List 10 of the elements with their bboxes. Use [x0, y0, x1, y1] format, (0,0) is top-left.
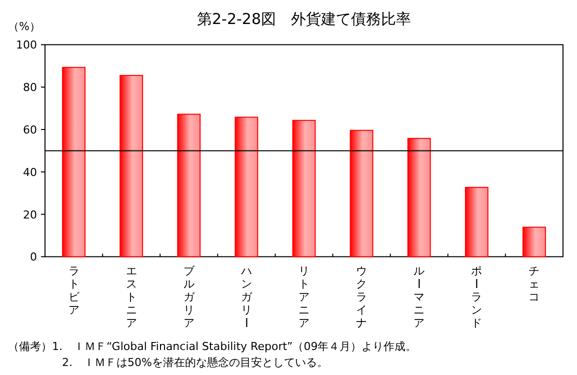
y-tick-label: 20 — [23, 208, 37, 222]
y-tick-label: 40 — [23, 166, 37, 179]
y-tick-label: 0 — [30, 250, 37, 264]
y-tick-label: 100 — [16, 38, 37, 52]
y-axis-title: （%） — [8, 20, 40, 33]
text: 2. ＩＭＦは50%を潜在的な懸念の目安としている。 — [62, 356, 328, 369]
title: 第2-2-28図 外貨建て債務比率 — [197, 10, 411, 28]
y-tick-label: 60 — [23, 124, 37, 136]
y-tick-label: 80 — [23, 81, 37, 94]
text: （備考）1. ＩＭＦ“Global Financial Stability Report”（09年４月）より作成。 — [8, 340, 417, 353]
